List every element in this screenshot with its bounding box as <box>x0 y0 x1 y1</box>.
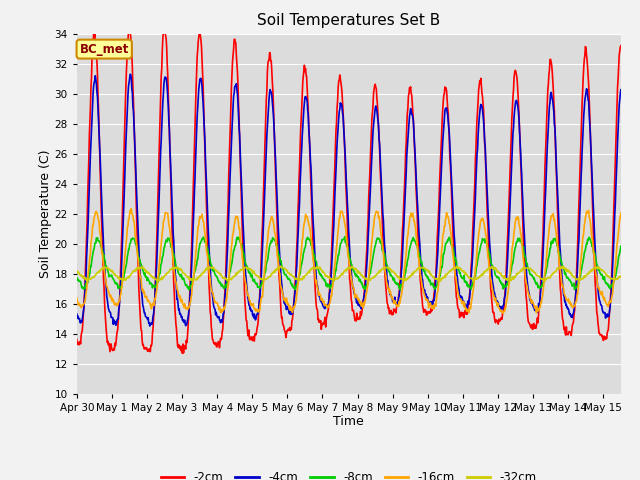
Y-axis label: Soil Temperature (C): Soil Temperature (C) <box>39 149 52 278</box>
Text: BC_met: BC_met <box>79 43 129 56</box>
X-axis label: Time: Time <box>333 415 364 429</box>
Title: Soil Temperatures Set B: Soil Temperatures Set B <box>257 13 440 28</box>
Legend: -2cm, -4cm, -8cm, -16cm, -32cm: -2cm, -4cm, -8cm, -16cm, -32cm <box>156 466 541 480</box>
